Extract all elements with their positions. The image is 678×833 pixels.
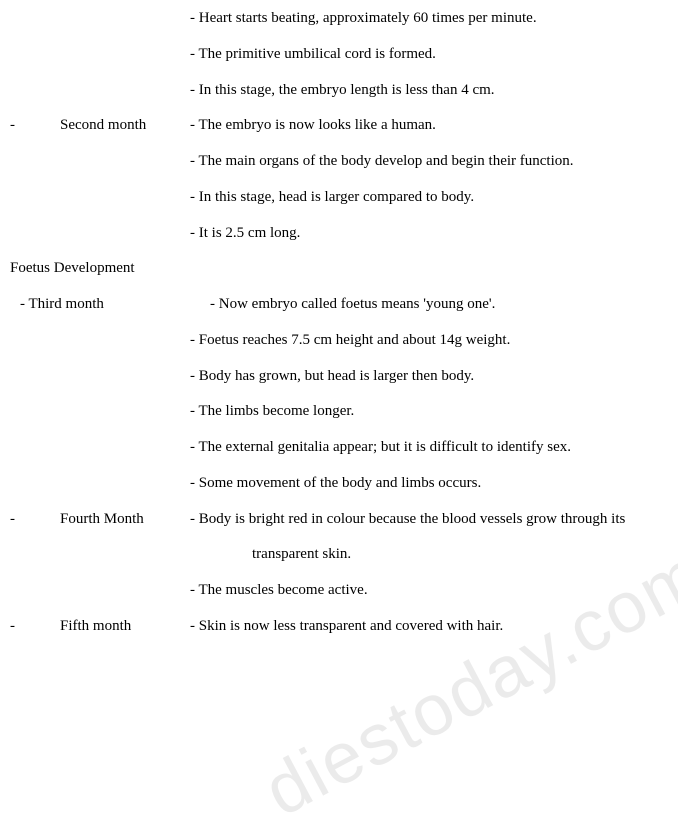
line-text: - Skin is now less transparent and cover… xyxy=(190,616,660,638)
line-text: - Foetus reaches 7.5 cm height and about… xyxy=(10,330,510,352)
line-text: - In this stage, head is larger compared… xyxy=(10,187,474,209)
month-label: Fifth month xyxy=(30,616,190,638)
line-head-larger: - In this stage, head is larger compared… xyxy=(10,187,660,209)
dash: - xyxy=(10,616,30,638)
line-movement: - Some movement of the body and limbs oc… xyxy=(10,473,660,495)
line-fifth-month: - Fifth month - Skin is now less transpa… xyxy=(10,616,660,638)
line-text: - Some movement of the body and limbs oc… xyxy=(10,473,481,495)
line-text: - Now embryo called foetus means 'young … xyxy=(210,294,660,316)
dash: - xyxy=(10,115,30,137)
line-text: - The muscles become active. xyxy=(10,580,368,602)
line-second-month: - Second month - The embryo is now looks… xyxy=(10,115,660,137)
line-text: - Body has grown, but head is larger the… xyxy=(10,366,474,388)
line-text: - The limbs become longer. xyxy=(10,401,354,423)
line-main-organs: - The main organs of the body develop an… xyxy=(10,151,660,173)
month-label: Fourth Month xyxy=(30,509,190,531)
line-text: - The embryo is now looks like a human. xyxy=(190,115,660,137)
line-text: - Heart starts beating, approximately 60… xyxy=(10,8,537,30)
line-text: - The main organs of the body develop an… xyxy=(10,151,574,173)
line-text: - Body is bright red in colour because t… xyxy=(190,509,660,531)
line-text: - In this stage, the embryo length is le… xyxy=(10,80,495,102)
document-body: - Heart starts beating, approximately 60… xyxy=(10,8,660,638)
line-limbs-longer: - The limbs become longer. xyxy=(10,401,660,423)
dash: - xyxy=(10,509,30,531)
line-heart: - Heart starts beating, approximately 60… xyxy=(10,8,660,30)
line-text: - The external genitalia appear; but it … xyxy=(10,437,571,459)
line-genitalia: - The external genitalia appear; but it … xyxy=(10,437,660,459)
line-embryo-length: - In this stage, the embryo length is le… xyxy=(10,80,660,102)
line-25cm: - It is 2.5 cm long. xyxy=(10,223,660,245)
line-fourth-month: - Fourth Month - Body is bright red in c… xyxy=(10,509,660,531)
line-umbilical: - The primitive umbilical cord is formed… xyxy=(10,44,660,66)
line-text: - The primitive umbilical cord is formed… xyxy=(10,44,436,66)
line-body-grown: - Body has grown, but head is larger the… xyxy=(10,366,660,388)
foetus-development-heading: Foetus Development xyxy=(10,258,660,280)
month-label: Second month xyxy=(30,115,190,137)
month-label: - Third month xyxy=(20,294,190,316)
line-foetus-height: - Foetus reaches 7.5 cm height and about… xyxy=(10,330,660,352)
line-muscles: - The muscles become active. xyxy=(10,580,660,602)
line-transparent-skin: transparent skin. xyxy=(10,544,660,566)
line-third-month: - Third month - Now embryo called foetus… xyxy=(10,294,660,316)
line-text: - It is 2.5 cm long. xyxy=(10,223,300,245)
